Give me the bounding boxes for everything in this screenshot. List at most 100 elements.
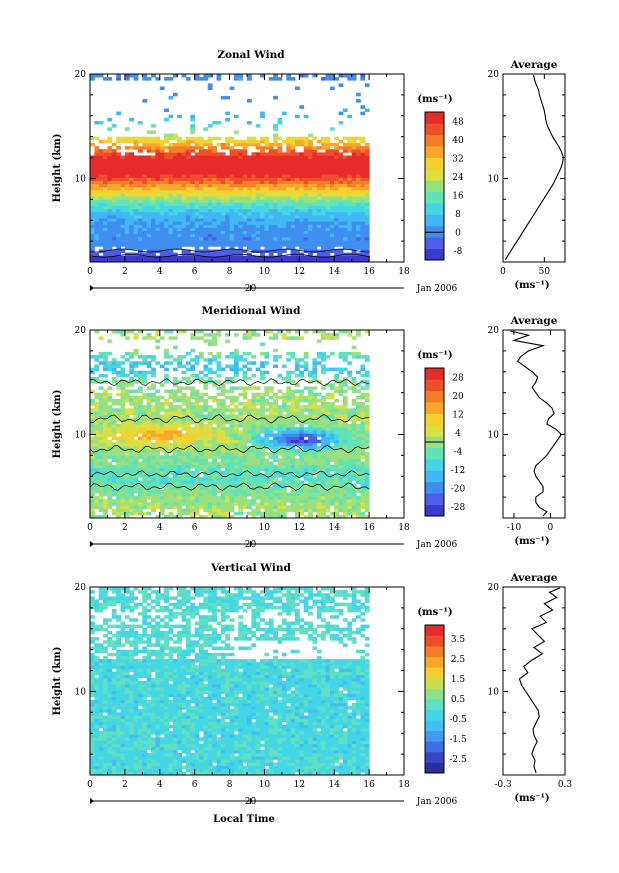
heatmap-cell: [177, 233, 182, 238]
heatmap-cell: [251, 249, 257, 253]
heatmap-cell: [116, 205, 121, 210]
heatmap-cell: [338, 146, 344, 150]
heatmap-cell: [103, 174, 108, 178]
heatmap-cell: [303, 139, 309, 144]
heatmap-cell: [199, 158, 204, 163]
colorbar-tick-label: 32: [452, 154, 463, 164]
heatmap-cell: [220, 408, 226, 412]
heatmap-cell: [312, 361, 318, 365]
heatmap-cell: [159, 180, 165, 184]
heatmap-cell: [94, 136, 100, 141]
heatmap-cell: [203, 483, 209, 487]
heatmap-cell: [194, 480, 200, 484]
heatmap-cell: [181, 215, 187, 219]
heatmap-cell: [138, 208, 143, 213]
heatmap-cell: [120, 508, 126, 513]
heatmap-cell: [312, 205, 318, 210]
heatmap-cell: [277, 417, 283, 422]
heatmap-cell: [142, 408, 148, 412]
heatmap-cell: [199, 502, 204, 506]
heatmap-cell: [273, 514, 278, 519]
heatmap-cell: [273, 408, 278, 412]
heatmap-cell: [264, 461, 270, 466]
heatmap-cell: [194, 442, 200, 447]
heatmap-cell: [124, 511, 130, 516]
heatmap-cell: [177, 420, 182, 425]
heatmap-cell: [268, 246, 274, 250]
heatmap-cell: [299, 389, 305, 393]
heatmap-cell: [268, 508, 274, 513]
heatmap-cell: [295, 258, 300, 263]
heatmap-cell: [133, 461, 139, 466]
heatmap-cell: [295, 383, 300, 387]
heatmap-cell: [138, 386, 143, 390]
heatmap-cell: [251, 240, 257, 244]
heatmap-cell: [242, 439, 248, 444]
heatmap-cell: [124, 505, 130, 509]
heatmap-cell: [142, 218, 148, 222]
heatmap-cell: [203, 424, 209, 428]
heatmap-cell: [164, 474, 169, 478]
heatmap-cell: [107, 243, 113, 247]
heatmap-cell: [334, 258, 339, 263]
heatmap-cell: [203, 436, 209, 440]
heatmap-cell: [207, 508, 213, 513]
heatmap-cell: [255, 211, 261, 216]
heatmap-cell: [225, 161, 230, 166]
heatmap-cell: [103, 458, 108, 462]
heatmap-cell: [142, 355, 148, 359]
heatmap-cell: [286, 330, 292, 334]
heatmap-cell: [364, 258, 370, 263]
heatmap-cell: [124, 508, 130, 513]
heatmap-cell: [142, 424, 148, 428]
heatmap-cell: [203, 433, 209, 437]
heatmap-cell: [111, 211, 117, 216]
heatmap-cell: [190, 177, 196, 181]
heatmap-cell: [356, 174, 361, 178]
heatmap-cell: [255, 483, 261, 487]
heatmap-cell: [347, 208, 353, 213]
heatmap-cell: [268, 464, 274, 469]
heatmap-cell: [342, 218, 348, 222]
heatmap-cell: [264, 370, 270, 375]
heatmap-cell: [120, 411, 126, 415]
heatmap-cell: [216, 355, 222, 359]
heatmap-cell: [116, 186, 121, 191]
heatmap-cell: [238, 174, 244, 178]
heatmap-cell: [286, 496, 292, 500]
heatmap-cell: [247, 480, 252, 484]
heatmap-cell: [342, 177, 348, 181]
heatmap-cell: [185, 164, 191, 169]
heatmap-cell: [146, 252, 152, 257]
heatmap-cell: [216, 221, 222, 225]
heatmap-cell: [142, 240, 148, 244]
heatmap-cell: [281, 496, 287, 500]
heatmap-cell: [190, 427, 196, 431]
heatmap-cell: [107, 433, 113, 437]
heatmap-cell: [168, 480, 174, 484]
heatmap-cell: [133, 395, 139, 400]
heatmap-cell: [212, 193, 217, 197]
heatmap-cell: [334, 136, 339, 141]
heatmap-cell: [107, 168, 113, 172]
heatmap-cell: [129, 168, 135, 172]
heatmap-cell: [229, 486, 235, 491]
heatmap-cell: [242, 411, 248, 415]
heatmap-cell: [103, 196, 108, 200]
heatmap-cell: [146, 249, 152, 253]
heatmap-cell: [255, 464, 261, 469]
heatmap-cell: [233, 483, 239, 487]
heatmap-cell: [190, 193, 196, 197]
heatmap-cell: [98, 155, 104, 159]
heatmap-cell: [207, 86, 213, 90]
heatmap-cell: [155, 471, 161, 475]
heatmap-cell: [129, 377, 135, 381]
heatmap-cell: [286, 480, 292, 484]
heatmap-cell: [351, 158, 357, 163]
heatmap-cell: [242, 233, 248, 238]
heatmap-cell: [133, 389, 139, 393]
heatmap-cell: [251, 452, 257, 456]
heatmap-cell: [233, 139, 239, 144]
heatmap-cell: [107, 189, 113, 194]
heatmap-cell: [138, 211, 143, 216]
